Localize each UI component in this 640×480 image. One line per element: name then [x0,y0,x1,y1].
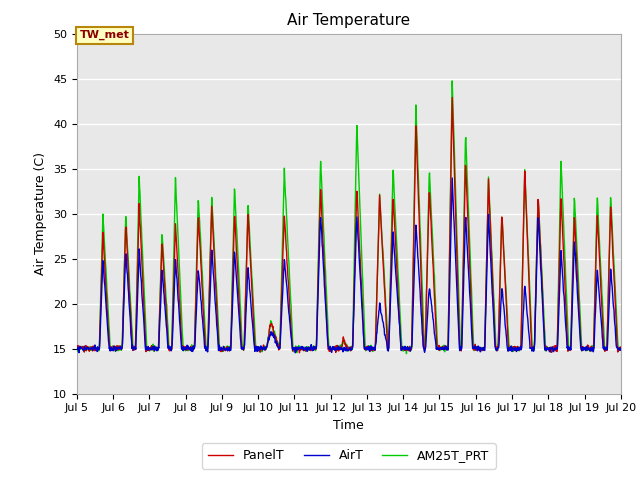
AM25T_PRT [449,78,456,84]
AM25T_PRT [553,346,561,351]
AM25T_PRT [403,351,410,357]
AirT [194,276,202,282]
AirT [255,348,262,354]
AirT [505,345,513,350]
AM25T_PRT [180,345,188,351]
AirT [434,347,442,352]
AM25T_PRT [617,346,625,352]
PanelT [617,344,625,350]
Line: PanelT: PanelT [77,97,621,353]
PanelT [180,345,188,351]
AirT [449,175,456,181]
Y-axis label: Air Temperature (C): Air Temperature (C) [35,152,47,275]
Title: Air Temperature: Air Temperature [287,13,410,28]
AM25T_PRT [73,347,81,352]
AirT [73,346,81,351]
Line: AM25T_PRT: AM25T_PRT [77,81,621,354]
PanelT [296,350,303,356]
AM25T_PRT [505,341,513,347]
AM25T_PRT [255,346,262,351]
AirT [553,346,561,352]
AirT [291,350,299,356]
AM25T_PRT [434,341,442,347]
PanelT [434,345,442,351]
PanelT [194,230,202,236]
PanelT [73,343,81,349]
PanelT [505,348,513,353]
Line: AirT: AirT [77,178,621,353]
PanelT [255,344,262,350]
AM25T_PRT [194,215,202,221]
X-axis label: Time: Time [333,419,364,432]
AirT [180,346,188,351]
PanelT [553,348,561,354]
PanelT [449,95,456,100]
Text: TW_met: TW_met [80,30,129,40]
Legend: PanelT, AirT, AM25T_PRT: PanelT, AirT, AM25T_PRT [202,443,495,468]
AirT [617,346,625,352]
